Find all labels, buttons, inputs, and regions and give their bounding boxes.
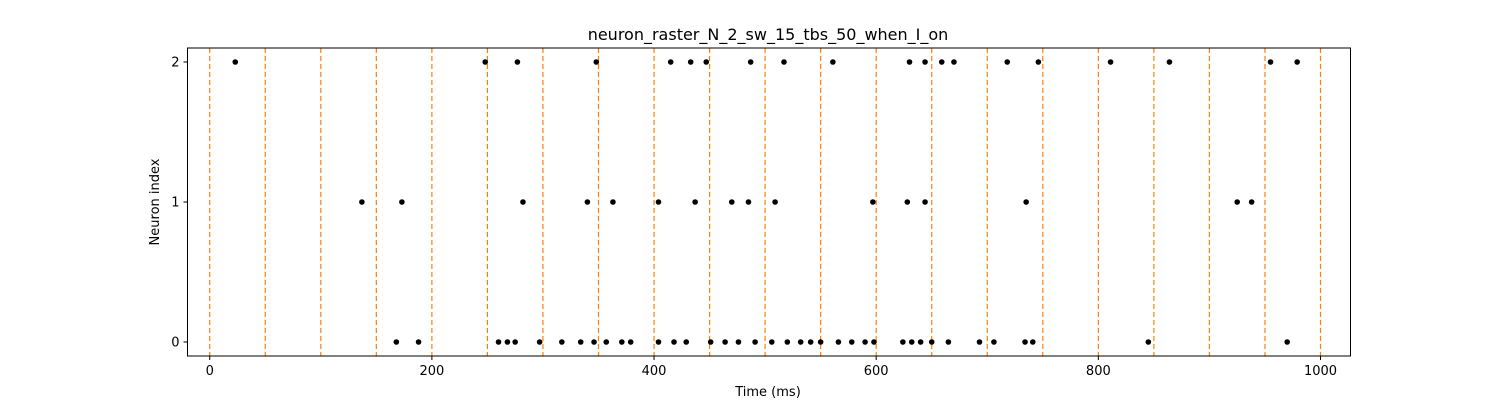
spike-n0-18 — [752, 339, 758, 345]
spike-n2-18 — [1267, 59, 1274, 65]
spike-n2-6 — [703, 59, 710, 65]
spike-n1-11 — [904, 199, 911, 205]
spike-n1-0 — [359, 199, 365, 205]
spike-n2-14 — [1004, 59, 1011, 65]
y-tick-label: 2 — [171, 56, 179, 71]
spike-n0-35 — [1022, 339, 1028, 345]
spike-n0-12 — [655, 339, 662, 345]
y-tick-label: 1 — [171, 196, 179, 211]
spike-n0-36 — [1030, 339, 1036, 345]
spike-n0-32 — [945, 339, 952, 345]
spike-points — [232, 59, 1300, 345]
spike-n2-7 — [747, 59, 754, 65]
spike-n1-2 — [520, 199, 526, 205]
x-axis-label: Time (ms) — [734, 385, 801, 400]
spike-n0-28 — [900, 339, 906, 345]
spike-n0-21 — [797, 339, 804, 345]
spike-n1-14 — [1234, 199, 1240, 205]
spike-n2-10 — [906, 59, 913, 65]
spike-n1-15 — [1248, 199, 1255, 205]
x-axis-ticks: 0 200 400 600 800 1000 — [206, 356, 1337, 379]
spike-n0-4 — [512, 339, 518, 345]
spike-n0-8 — [591, 339, 597, 345]
spike-n1-1 — [399, 199, 405, 205]
spike-n1-6 — [692, 199, 698, 205]
spike-n2-1 — [482, 59, 488, 65]
spike-n0-20 — [784, 339, 791, 345]
spike-n2-8 — [781, 59, 787, 65]
spike-n1-5 — [655, 199, 662, 205]
spike-n0-24 — [835, 339, 842, 345]
spike-n1-13 — [1023, 199, 1029, 205]
spike-n0-38 — [1284, 339, 1290, 345]
spike-n2-0 — [232, 59, 239, 65]
spike-n1-7 — [728, 199, 735, 205]
y-axis-label: Neuron index — [148, 158, 163, 245]
spike-n2-3 — [593, 59, 600, 65]
spike-n1-3 — [584, 199, 591, 205]
spike-n0-27 — [871, 339, 877, 345]
y-axis-ticks: 0 1 2 — [171, 56, 188, 351]
spike-n2-5 — [687, 59, 694, 65]
spike-n0-34 — [991, 339, 997, 345]
spike-n0-25 — [848, 339, 855, 345]
spike-n0-11 — [627, 339, 634, 345]
x-tick-label: 1000 — [1304, 364, 1337, 379]
spike-n0-26 — [862, 339, 868, 345]
spike-n0-31 — [928, 339, 935, 345]
spike-n2-2 — [514, 59, 521, 65]
spike-n2-15 — [1035, 59, 1042, 65]
spike-n2-9 — [830, 59, 836, 65]
spike-n2-19 — [1294, 59, 1300, 65]
spike-n1-12 — [922, 199, 928, 205]
spike-n0-23 — [817, 339, 824, 345]
spike-n0-17 — [735, 339, 742, 345]
spike-n0-33 — [976, 339, 983, 345]
spike-n2-12 — [938, 59, 945, 65]
spike-n1-8 — [745, 199, 752, 205]
spike-n0-3 — [504, 339, 511, 345]
x-tick-label: 800 — [1086, 364, 1111, 379]
spike-n0-14 — [683, 339, 690, 345]
spike-n2-13 — [951, 59, 957, 65]
spike-n0-15 — [707, 339, 714, 345]
x-tick-label: 600 — [864, 364, 889, 379]
spike-n0-1 — [415, 339, 422, 345]
spike-n0-6 — [559, 339, 565, 345]
spike-n0-9 — [603, 339, 610, 345]
spike-n0-7 — [577, 339, 584, 345]
spike-n1-9 — [772, 199, 778, 205]
x-tick-label: 200 — [419, 364, 444, 379]
spike-n0-5 — [536, 339, 543, 345]
spike-n1-10 — [870, 199, 876, 205]
spike-n0-22 — [807, 339, 814, 345]
spike-n0-10 — [619, 339, 625, 345]
spike-n0-13 — [671, 339, 677, 345]
chart-title: neuron_raster_N_2_sw_15_tbs_50_when_I_on — [588, 25, 949, 45]
spike-n0-16 — [722, 339, 728, 345]
y-tick-label: 0 — [171, 336, 179, 351]
spike-n2-4 — [667, 59, 674, 65]
spike-n2-11 — [922, 59, 928, 65]
spike-n0-37 — [1145, 339, 1152, 345]
spike-n0-19 — [768, 339, 775, 345]
spike-n0-0 — [393, 339, 400, 345]
x-tick-label: 0 — [206, 364, 214, 379]
stimulus-lines — [209, 48, 1322, 356]
spike-n2-17 — [1166, 59, 1173, 65]
spike-n1-4 — [610, 199, 616, 205]
x-tick-label: 400 — [642, 364, 667, 379]
spike-n2-16 — [1107, 59, 1114, 65]
spike-n0-2 — [495, 339, 502, 345]
spike-n0-30 — [917, 339, 924, 345]
spike-n0-29 — [908, 339, 915, 345]
